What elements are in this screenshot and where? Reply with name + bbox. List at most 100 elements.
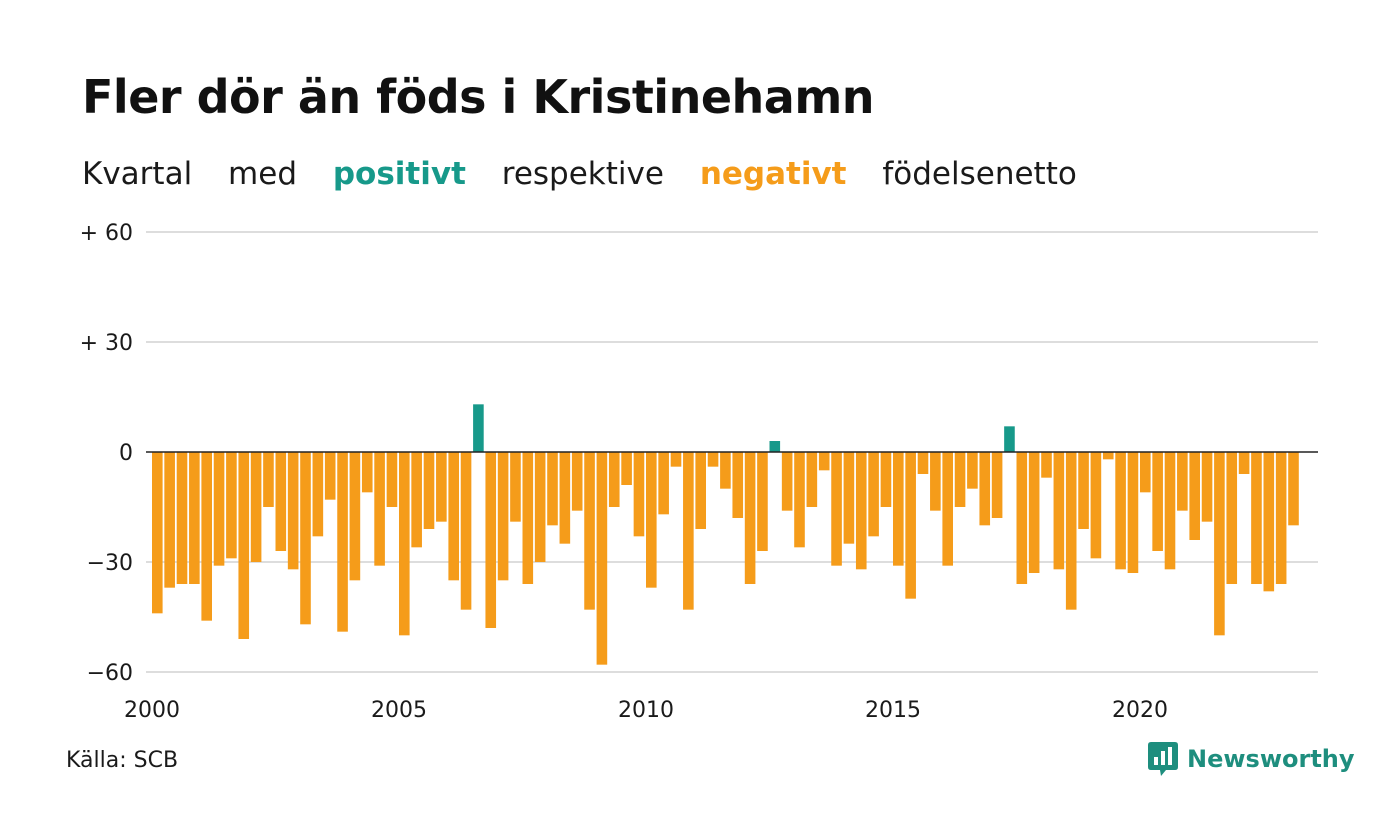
bar-negative [658,452,669,515]
bar-negative [633,452,645,537]
bar-negative [510,452,521,522]
bar-negative [226,452,237,559]
bar-negative [1177,452,1188,511]
bar-positive [473,404,484,452]
bar-negative [164,452,175,588]
x-axis-tick-labels: 2000 2005 2010 2015 2020 [124,698,1168,723]
bar-negative [905,452,916,599]
bar-negative [608,452,620,507]
bar-negative [843,452,855,544]
bar-negative [1214,452,1225,636]
x-tick-label: 2020 [1112,698,1168,723]
bar-negative [868,452,879,537]
bar-negative [1288,452,1299,526]
subtitle-word: födelsenetto [882,156,1077,192]
bar-negative [250,452,262,562]
bar-negative [238,452,250,639]
bar-negative [1065,452,1077,610]
bar-negative [1201,452,1213,522]
bar-negative [176,452,188,584]
subtitle-negative-label: negativt [699,156,847,192]
bar-negative [893,452,904,566]
bar-negative [534,452,546,562]
bar-negative [584,452,595,610]
bar-negative [423,452,435,529]
bar-negative [942,452,953,566]
bar-negative [263,452,274,507]
bar-negative [794,452,805,548]
x-tick-label: 2010 [618,698,674,723]
bar-negative [991,452,1003,518]
bar-negative [1041,452,1052,478]
bar-negative [744,452,756,584]
bar-negative [559,452,571,544]
subtitle-word: med [228,156,297,192]
bar-negative [1140,452,1151,493]
bar-negative [337,452,348,632]
bar-negative [1127,452,1139,573]
bar-negative [485,452,497,628]
bar-negative [596,452,608,665]
bar-negative [979,452,991,526]
bar-negative [1238,452,1250,474]
newsworthy-logo-icon [1148,742,1178,776]
bar-negative [1263,452,1275,592]
bar-negative [1016,452,1028,584]
bar-negative [930,452,941,511]
bar-positive [769,441,781,452]
y-tick-label: 0 [119,441,133,466]
bar-negative [1053,452,1065,570]
bar-negative [621,452,632,485]
bar-negative [374,452,385,566]
bar-negative [818,452,830,471]
bar-negative [399,452,410,636]
y-tick-label: + 60 [80,221,133,246]
subtitle-positive-label: positivt [332,156,466,192]
bar-negative [831,452,842,566]
bar-negative [707,452,719,467]
bar-negative [917,452,929,474]
subtitle-word: respektive [501,156,664,192]
bar-negative [189,452,200,584]
y-tick-label: −30 [87,551,133,576]
bar-negative [1164,452,1176,570]
bar-negative [1102,452,1114,460]
bar-negative [1189,452,1200,540]
bar-negative [300,452,311,625]
bar-negative [547,452,558,526]
bar-negative [1152,452,1163,551]
brand-name: Newsworthy [1187,745,1355,773]
bar-negative [720,452,731,489]
x-tick-label: 2015 [865,698,921,723]
bar-negative [213,452,225,566]
chart-title: Fler dör än föds i Kristinehamn [82,70,875,124]
bar-negative [324,452,336,500]
bar-negative [1115,452,1126,570]
x-tick-label: 2005 [371,698,427,723]
bar-negative [497,452,509,581]
bar-negative [806,452,818,507]
bar-negative [781,452,793,511]
bar-negative [757,452,768,551]
bar-negative [1028,452,1040,573]
bar-negative [1251,452,1262,584]
y-tick-label: + 30 [80,331,133,356]
bar-negative [312,452,324,537]
bars [146,404,1318,665]
bar-negative [1078,452,1089,529]
bar-negative [732,452,744,518]
brand-logo[interactable]: Newsworthy [1148,742,1355,776]
bar-negative [448,452,459,581]
bar-negative [201,452,212,621]
bar-negative [361,452,373,493]
bar-negative [954,452,966,507]
bar-negative [522,452,534,584]
bar-negative [386,452,398,507]
y-axis-tick-labels: + 60 + 30 0 −30 −60 [80,221,133,686]
bar-negative [695,452,706,529]
bar-negative [460,452,472,610]
bar-negative [1090,452,1102,559]
y-tick-label: −60 [87,661,133,686]
bar-negative [1275,452,1287,584]
